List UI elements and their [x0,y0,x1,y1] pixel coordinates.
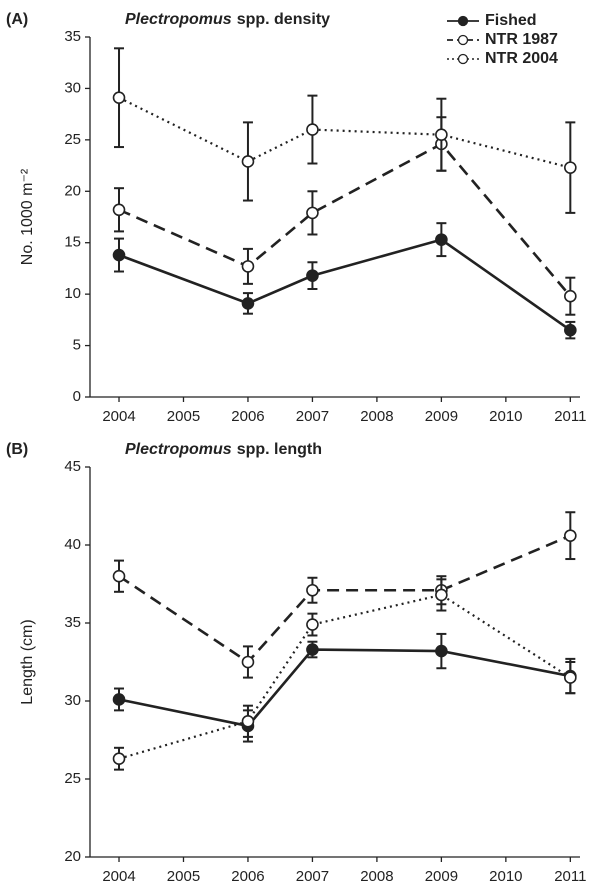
series-line [118,593,571,760]
y-tick-label: 10 [64,285,81,302]
x-tick-label: 2009 [425,868,458,885]
marker [241,714,255,728]
marker [306,123,319,136]
x-tick-label: 2004 [102,408,135,425]
x-tick-label: 2006 [231,868,264,885]
marker [112,752,126,766]
marker [112,693,126,706]
x-tick-label: 2009 [425,408,458,425]
legend-marker [457,15,469,27]
x-tick-label: 2007 [296,408,329,425]
x-tick-label: 2008 [360,868,393,885]
title-rest: spp. length [237,441,322,458]
y-tick-label: 30 [64,79,81,96]
legend-label: NTR 1987 [485,31,558,48]
panel-label: (B) [6,441,28,458]
chart-title: Plectropomus spp. length [125,441,322,458]
legend-label: NTR 2004 [485,50,558,67]
marker [306,618,319,631]
marker [112,203,126,217]
marker [306,643,319,656]
y-tick-label: 5 [73,337,81,354]
marker [564,289,577,303]
title-italic: Plectropomus [125,11,232,28]
marker [435,233,448,246]
y-axis-label: Length (cm) [19,619,36,704]
x-tick-label: 2006 [231,408,264,425]
legend-label: Fished [485,12,537,29]
y-tick-label: 35 [64,614,81,631]
x-tick-label: 2010 [489,868,522,885]
marker [435,644,448,658]
marker [435,588,448,602]
y-tick-label: 25 [64,770,81,787]
x-tick-label: 2005 [167,868,200,885]
x-tick-label: 2011 [554,868,586,885]
y-tick-label: 0 [73,388,81,405]
x-tick-label: 2010 [489,408,522,425]
y-tick-label: 20 [64,182,81,199]
marker [306,583,319,597]
marker [564,529,577,542]
x-tick-label: 2007 [296,868,329,885]
y-tick-label: 40 [64,536,81,553]
y-tick-label: 45 [64,458,81,475]
y-tick-label: 15 [64,234,81,251]
legend-marker [457,53,469,65]
series-line [118,534,571,664]
marker [112,248,126,262]
marker [435,128,448,142]
marker [564,323,577,337]
marker [306,269,319,282]
marker [241,260,255,273]
series-line [118,648,571,728]
title-rest: spp. density [237,11,330,28]
y-tick-label: 30 [64,692,81,709]
chart-title: Plectropomus spp. density [125,11,330,28]
series-line [118,142,572,298]
y-tick-label: 20 [64,848,81,865]
marker [564,671,577,684]
x-tick-label: 2008 [360,408,393,425]
title-italic: Plectropomus [125,441,232,458]
x-tick-label: 2011 [554,408,586,425]
marker [306,206,319,220]
series-line [118,96,571,169]
marker [241,155,255,168]
y-tick-label: 25 [64,131,81,148]
marker [241,297,255,310]
x-tick-label: 2005 [167,408,200,425]
marker [564,161,577,174]
y-axis-label: No. 1000 m⁻² [19,168,36,265]
marker [112,91,126,104]
panel-label: (A) [6,11,28,28]
legend-marker [457,34,469,46]
marker [112,569,126,583]
marker [241,655,255,669]
y-tick-label: 35 [64,28,81,45]
x-tick-label: 2004 [102,868,135,885]
series-line [118,238,572,332]
